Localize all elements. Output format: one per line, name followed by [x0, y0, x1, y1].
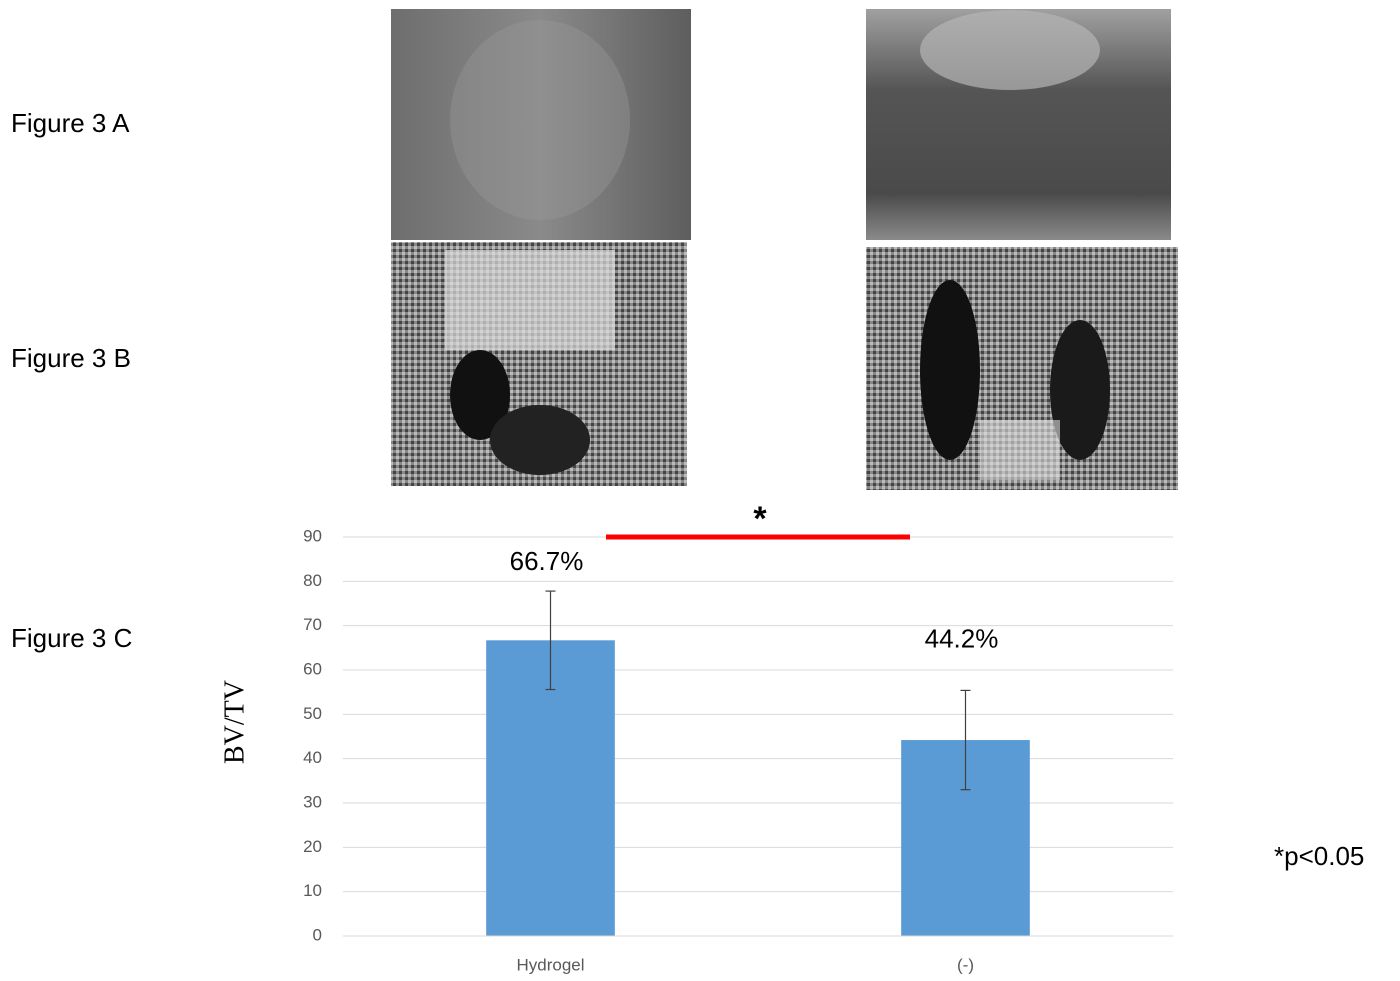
- y-tick-label: 20: [303, 837, 322, 856]
- y-tick-label: 90: [303, 526, 322, 545]
- x-tick-label: (-): [957, 955, 974, 974]
- figure-label: Figure 3 C: [11, 623, 132, 653]
- footnote: *p<0.05: [1274, 841, 1364, 871]
- ct-image: [391, 242, 687, 486]
- y-tick-label: 10: [303, 881, 322, 900]
- x-tick-label: Hydrogel: [516, 955, 584, 974]
- significance-label: *: [753, 500, 767, 538]
- y-tick-label: 60: [303, 659, 322, 678]
- ct-image: [866, 247, 1178, 490]
- y-tick-label: 30: [303, 792, 322, 811]
- xray-image: [866, 9, 1171, 240]
- y-tick-label: 50: [303, 704, 322, 723]
- y-tick-label: 70: [303, 615, 322, 634]
- figure-label: Figure 3 A: [11, 108, 130, 138]
- figure-label: Figure 3 B: [11, 343, 131, 373]
- value-label: 66.7%: [510, 546, 584, 576]
- y-tick-label: 80: [303, 571, 322, 590]
- y-tick-label: 0: [313, 925, 322, 944]
- y-axis-label: BV/TV: [219, 680, 250, 764]
- xray-image: [391, 9, 691, 240]
- y-tick-label: 40: [303, 748, 322, 767]
- value-label: 44.2%: [925, 623, 999, 653]
